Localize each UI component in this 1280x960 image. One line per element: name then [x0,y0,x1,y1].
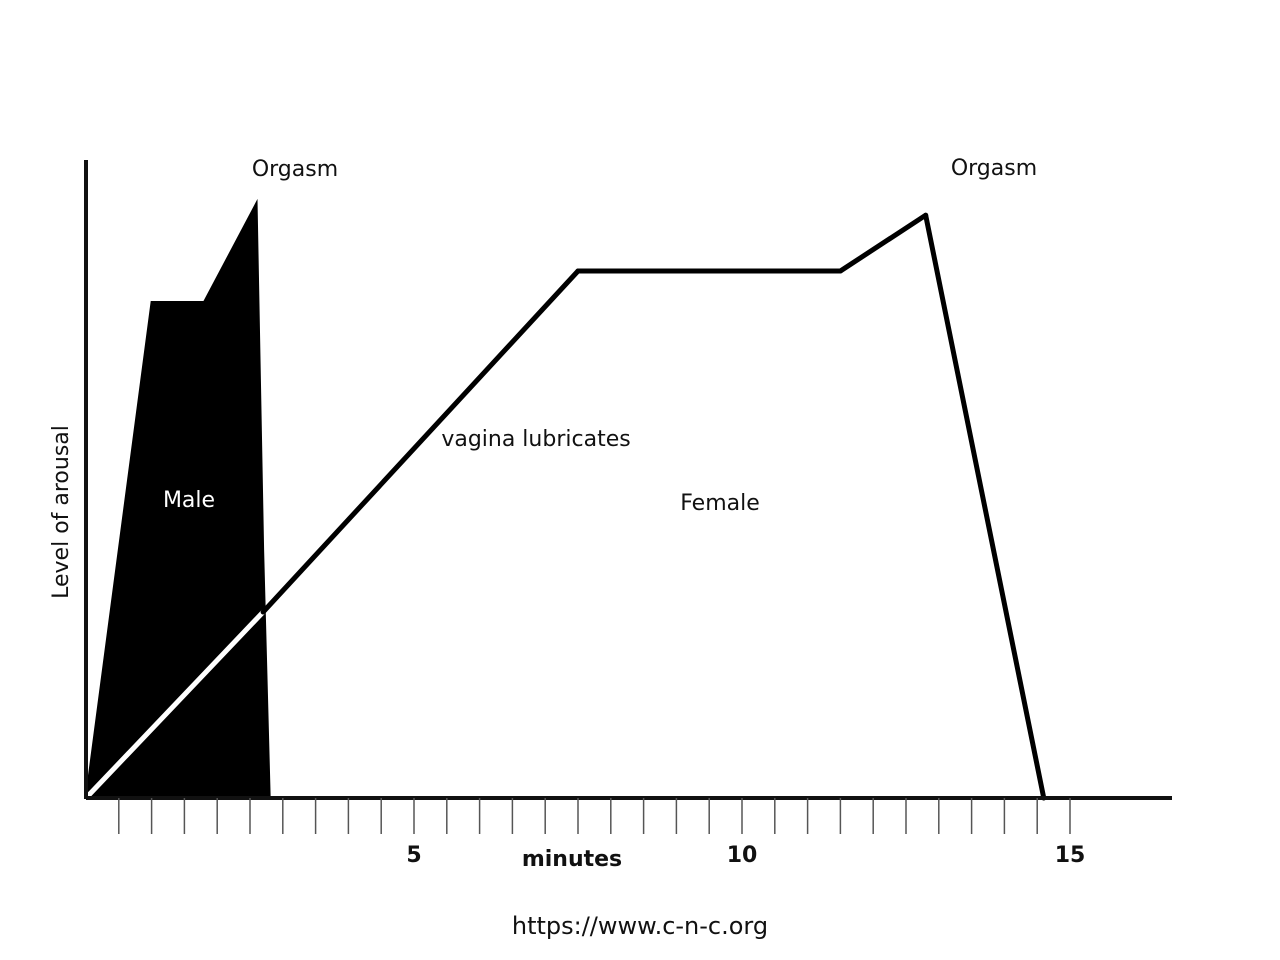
chart-labels: 5 10 15 minutes Level of arousal Orgasm Orgasm… [49,156,1085,872]
x-axis-label: minutes [522,847,622,872]
male-orgasm-label: Orgasm [252,157,338,182]
female-series-label: Female [680,491,760,516]
female-orgasm-label: Orgasm [951,156,1037,181]
female-line-segment [83,609,266,801]
y-axis-label: Level of arousal [49,425,74,599]
x-tick-label: 5 [406,843,421,868]
x-tick-label: 15 [1055,843,1086,868]
female-series-layer [83,212,1047,801]
male-series-label: Male [163,488,215,513]
footer-url: https://www.c-n-c.org [511,912,769,940]
axes [84,160,1172,800]
x-tick-label: 10 [727,843,758,868]
female-line-segment [837,212,929,274]
female-line-segment [923,212,1047,801]
vagina-lubricates-label: vagina lubricates [441,427,630,452]
female-line-segment [260,268,581,615]
x-ticks [118,798,1071,834]
